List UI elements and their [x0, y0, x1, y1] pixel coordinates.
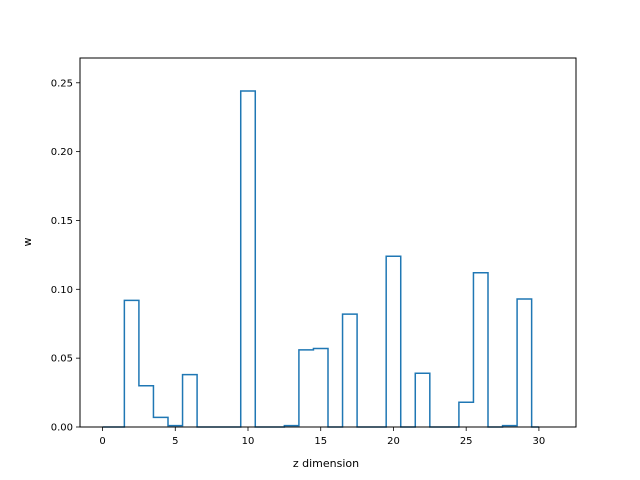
x-tick-label: 25 [460, 436, 473, 447]
plot-frame [79, 57, 577, 428]
x-tick-label: 15 [314, 436, 327, 447]
bar [313, 349, 328, 427]
bar [386, 256, 401, 427]
bar [343, 314, 358, 427]
series-step-line [102, 90, 539, 428]
y-tick-label: 0.25 [51, 78, 73, 89]
y-tick-label: 0.20 [51, 147, 73, 158]
y-axis-ticks: 0.00 0.05 0.10 0.15 0.20 0.25 [51, 78, 80, 434]
bar [459, 402, 474, 427]
y-tick-label: 0.15 [51, 216, 73, 227]
y-axis-label: w [21, 238, 34, 247]
x-tick-label: 10 [242, 436, 255, 447]
y-tick-label: 0.05 [51, 354, 73, 365]
bar [517, 299, 532, 427]
bar [183, 375, 198, 427]
x-tick-label: 5 [172, 436, 178, 447]
bar [473, 273, 488, 427]
bar [415, 373, 430, 427]
y-tick-label: 0.10 [51, 285, 73, 296]
y-tick-label: 0.00 [51, 423, 73, 434]
x-tick-label: 0 [99, 436, 105, 447]
x-axis-ticks: 0 5 10 15 20 25 30 [99, 427, 545, 447]
plot-area [102, 90, 539, 428]
bar [124, 300, 139, 427]
bar [153, 417, 168, 427]
bar [299, 350, 314, 427]
bar [241, 91, 256, 427]
bar [139, 386, 154, 427]
x-tick-label: 20 [387, 436, 400, 447]
x-axis-label: z dimension [293, 457, 359, 470]
x-tick-label: 30 [533, 436, 546, 447]
